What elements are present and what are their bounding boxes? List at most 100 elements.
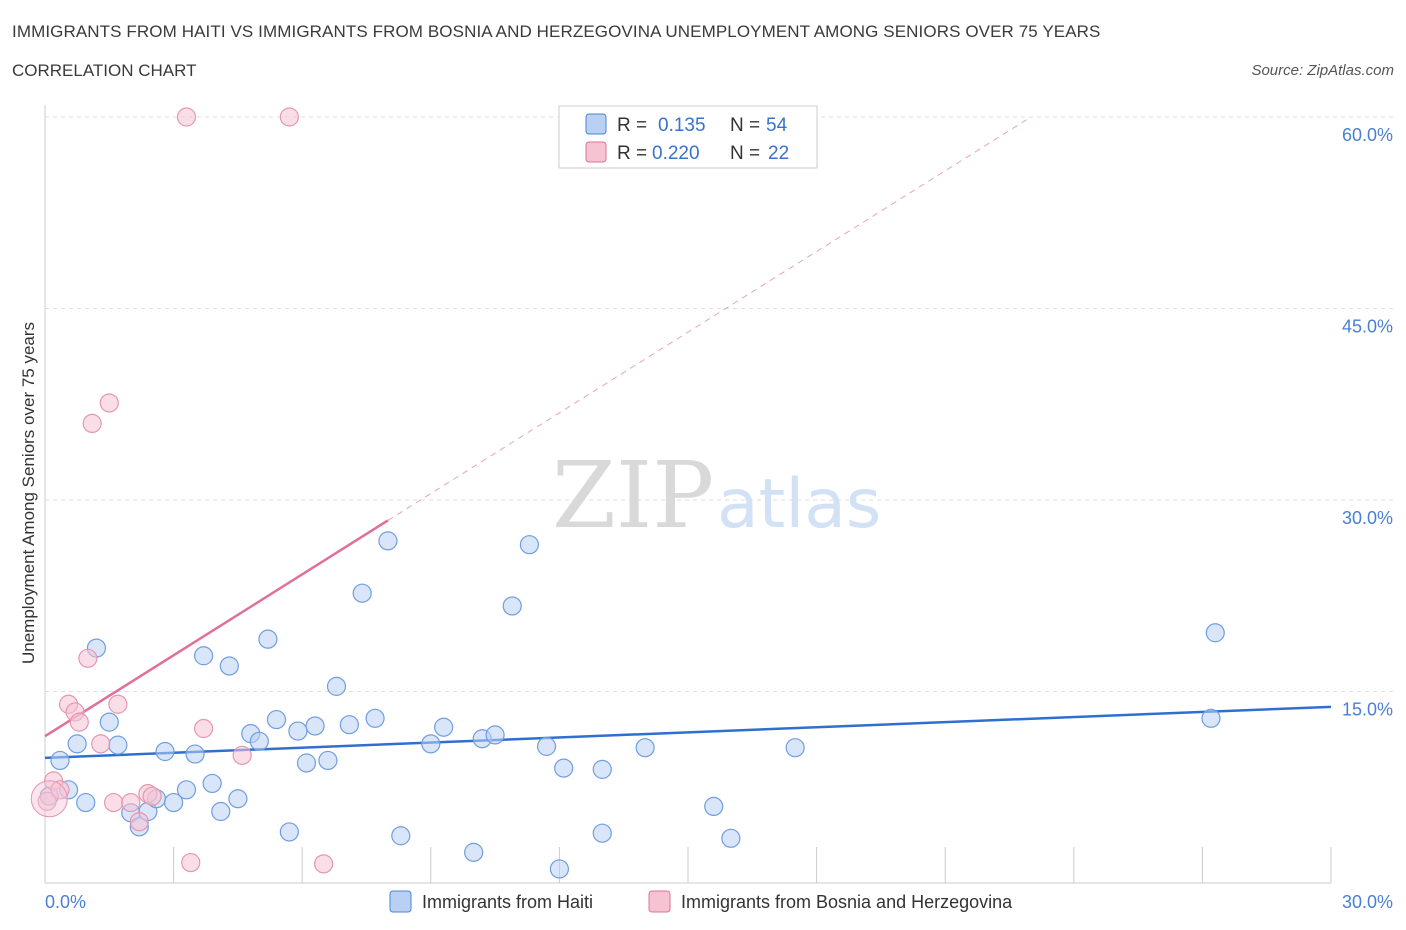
point-haiti <box>50 750 70 771</box>
point-haiti <box>592 823 612 843</box>
point-bosnia <box>232 745 252 765</box>
point-haiti <box>785 738 805 758</box>
legend-swatch-haiti <box>585 113 607 135</box>
point-haiti <box>519 535 539 555</box>
point-cluster-large <box>30 780 68 818</box>
point-haiti <box>485 725 505 745</box>
point-bosnia <box>176 107 197 127</box>
point-bosnia <box>121 792 141 813</box>
legend-n-label-bosnia: N = <box>730 143 760 164</box>
point-haiti <box>194 646 214 666</box>
point-haiti <box>99 712 119 732</box>
trend-line-bosnia <box>44 519 389 738</box>
point-haiti <box>434 717 454 737</box>
point-haiti <box>258 629 278 649</box>
source-credit: Source: ZipAtlas.com <box>1251 62 1394 79</box>
legend-r-value-haiti: 0.135 <box>658 115 706 136</box>
point-bosnia <box>50 780 70 800</box>
bottom-legend-label-bosnia: Immigrants from Bosnia and Herzegovina <box>681 892 1013 912</box>
point-bosnia <box>91 734 111 754</box>
gridlines <box>45 116 1395 692</box>
point-haiti <box>352 583 372 603</box>
legend-r-value-bosnia: 0.220 <box>652 143 700 164</box>
point-bosnia <box>108 694 128 714</box>
legend-n-value-haiti: 54 <box>766 115 788 136</box>
point-bosnia <box>78 648 98 668</box>
point-haiti <box>176 780 197 800</box>
point-haiti <box>279 822 299 842</box>
point-haiti <box>502 596 522 616</box>
point-haiti <box>549 859 570 879</box>
point-bosnia <box>142 786 162 806</box>
point-bosnia <box>129 812 149 832</box>
point-haiti <box>228 789 248 809</box>
x-tick-labels: 0.0% 30.0% <box>45 892 1393 912</box>
legend-r-label-bosnia: R = <box>617 143 647 164</box>
point-haiti <box>202 773 222 794</box>
watermark-atlas: atlas <box>717 465 881 544</box>
y-tick-label: 45.0% <box>1342 317 1393 337</box>
chart-title: IMMIGRANTS FROM HAITI VS IMMIGRANTS FROM… <box>12 22 1101 41</box>
point-haiti <box>464 842 484 862</box>
point-haiti <box>266 709 287 730</box>
trend-line-bosnia-extension <box>387 116 1032 521</box>
point-haiti <box>76 792 96 813</box>
y-tick-labels: 15.0% 30.0% 45.0% 60.0% <box>1342 125 1393 720</box>
stats-legend: R = 0.135 N = 54 R = 0.220 N = 22 <box>558 105 818 169</box>
point-bosnia <box>314 854 334 874</box>
bottom-legend-swatch-bosnia <box>648 890 671 913</box>
y-axis-label: Unemployment Among Seniors over 75 years <box>19 322 38 664</box>
x-tick-label: 30.0% <box>1342 892 1393 912</box>
watermark: ZIP atlas <box>552 442 881 549</box>
point-haiti <box>536 736 557 756</box>
point-bosnia <box>69 712 89 732</box>
point-haiti <box>211 801 231 822</box>
point-haiti <box>249 731 269 751</box>
legend-swatch-bosnia <box>585 141 607 163</box>
chart-subtitle: CORRELATION CHART <box>12 61 197 80</box>
point-bosnia <box>99 393 119 413</box>
point-haiti <box>108 735 128 755</box>
point-bosnia <box>279 107 299 127</box>
series-legend: Immigrants from Haiti Immigrants from Bo… <box>389 890 1013 913</box>
y-tick-label: 15.0% <box>1342 700 1393 720</box>
point-haiti <box>296 753 317 773</box>
point-haiti <box>164 792 184 813</box>
point-haiti <box>554 758 574 778</box>
point-haiti <box>721 828 741 848</box>
legend-n-value-bosnia: 22 <box>768 143 789 164</box>
y-tick-label: 30.0% <box>1342 508 1393 528</box>
point-haiti <box>391 826 411 846</box>
point-bosnia <box>37 791 57 811</box>
point-bosnia <box>103 792 124 813</box>
point-haiti <box>67 734 87 754</box>
point-haiti <box>421 734 441 754</box>
bottom-legend-label-haiti: Immigrants from Haiti <box>422 892 593 912</box>
y-tick-label: 60.0% <box>1342 125 1393 145</box>
legend-r-label-haiti: R = <box>617 115 647 136</box>
point-bosnia <box>82 413 102 433</box>
data-points <box>30 107 1225 879</box>
point-haiti <box>326 676 347 696</box>
watermark-zip: ZIP <box>552 442 714 549</box>
point-haiti <box>219 656 239 676</box>
axes <box>44 105 1332 884</box>
point-bosnia <box>181 852 201 873</box>
point-haiti <box>305 716 325 736</box>
point-haiti <box>185 744 205 764</box>
point-haiti <box>592 759 612 779</box>
point-haiti <box>339 715 359 735</box>
x-tick-label: 0.0% <box>45 892 86 912</box>
point-haiti <box>378 531 398 551</box>
point-haiti <box>318 750 338 771</box>
point-haiti <box>155 741 175 762</box>
point-haiti <box>635 738 655 758</box>
point-bosnia <box>194 718 214 739</box>
point-haiti <box>1205 623 1225 643</box>
point-haiti <box>704 796 724 817</box>
legend-n-label-haiti: N = <box>730 115 760 136</box>
point-haiti <box>1201 708 1221 728</box>
point-haiti <box>365 708 385 728</box>
point-haiti <box>288 721 308 741</box>
